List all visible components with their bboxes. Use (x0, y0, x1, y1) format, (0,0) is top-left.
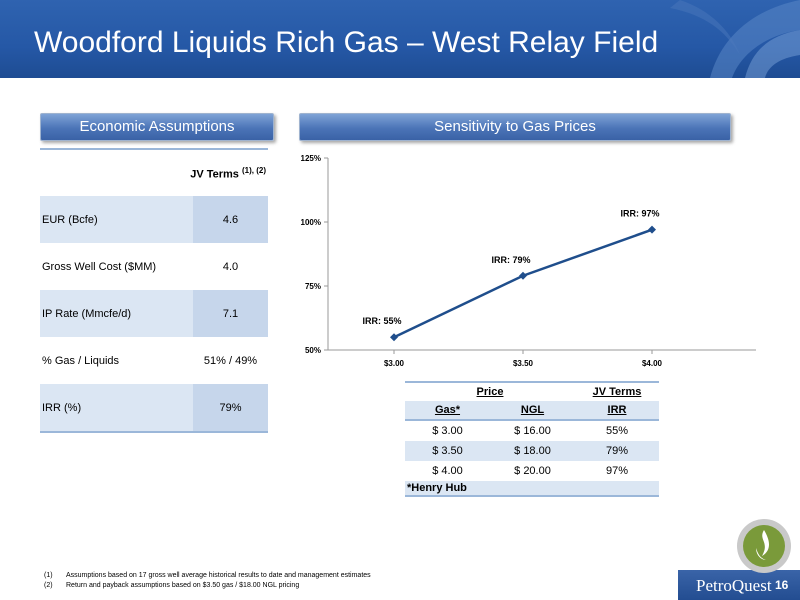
row-label: EUR (Bcfe) (42, 213, 98, 226)
y-tick-label: 75% (305, 282, 321, 291)
flame-logo-icon (737, 519, 791, 573)
cell-irr: 79% (605, 445, 629, 457)
logo-swoosh-icon (670, 0, 800, 78)
table-row: Gross Well Cost ($MM) 4.0 (40, 243, 268, 290)
table-row: EUR (Bcfe) 4.6 (40, 196, 268, 243)
col-gas: Gas* (434, 404, 461, 416)
page-number: 16 (775, 578, 789, 592)
cell-ngl: $ 16.00 (514, 425, 551, 437)
data-point (648, 225, 656, 234)
sensitivity-header: Sensitivity to Gas Prices (299, 113, 731, 141)
jv-terms-group-header: JV Terms (592, 386, 642, 398)
table-note-row: *Henry Hub (405, 481, 659, 497)
col-ngl: NGL (520, 404, 545, 416)
footer-bar (678, 570, 800, 600)
cell-gas: $ 4.00 (432, 465, 463, 477)
cell-irr: 97% (605, 465, 629, 477)
table-row: $ 3.50 $ 18.00 79% (405, 441, 659, 461)
data-label: IRR: 97% (620, 209, 659, 219)
cell-gas: $ 3.00 (432, 425, 463, 437)
table-row: % Gas / Liquids 51% / 49% (40, 337, 268, 384)
row-value: 4.0 (222, 260, 239, 273)
table-row: $ 3.00 $ 16.00 55% (405, 421, 659, 441)
page-title: Woodford Liquids Rich Gas – West Relay F… (34, 26, 659, 59)
y-tick-label: 125% (301, 154, 321, 163)
cell-ngl: $ 20.00 (514, 465, 551, 477)
y-tick-label: 100% (301, 218, 321, 227)
row-value: 4.6 (193, 196, 268, 243)
economic-assumptions-header: Economic Assumptions (40, 113, 274, 141)
economic-assumptions-table: JV Terms (1), (2) EUR (Bcfe) 4.6 Gross W… (40, 148, 268, 433)
data-point (519, 271, 527, 280)
series-line (393, 228, 653, 339)
x-tick-label: $3.00 (384, 359, 405, 368)
table-row: $ 4.00 $ 20.00 97% (405, 461, 659, 481)
column-header-row: Gas* NGL IRR (405, 401, 659, 421)
company-logo-text: PetroQuest (696, 576, 772, 595)
sensitivity-table: Price JV Terms Gas* NGL IRR $ 3.00 $ 16.… (405, 381, 659, 497)
data-point (390, 333, 398, 342)
data-label: IRR: 55% (362, 316, 401, 326)
henry-hub-note: *Henry Hub (407, 482, 467, 494)
price-group-header: Price (476, 386, 504, 398)
row-label: IRR (%) (42, 401, 82, 414)
row-label: % Gas / Liquids (42, 354, 120, 367)
col-irr: IRR (607, 404, 627, 416)
table-header-row: JV Terms (1), (2) (40, 150, 268, 196)
header-bar: Woodford Liquids Rich Gas – West Relay F… (0, 0, 800, 78)
row-value: 7.1 (193, 290, 268, 337)
table-row: IP Rate (Mmcfe/d) 7.1 (40, 290, 268, 337)
footnote: (2) Return and payback assumptions based … (44, 582, 300, 589)
x-tick-label: $4.00 (642, 359, 663, 368)
sensitivity-chart: 50% 75% 100% 125% $3.00 $3.50 $4.00 IRR: 55% IRR… (301, 154, 756, 368)
footnotes: (1) Assumptions based on 17 gross well av… (44, 571, 371, 591)
row-value: 51% / 49% (203, 354, 258, 367)
cell-gas: $ 3.50 (432, 445, 463, 457)
x-tick-label: $3.50 (513, 359, 534, 368)
row-label: IP Rate (Mmcfe/d) (42, 307, 132, 320)
cell-ngl: $ 18.00 (514, 445, 551, 457)
y-tick-label: 50% (305, 346, 321, 355)
group-header-row: Price JV Terms (405, 381, 659, 401)
row-label: Gross Well Cost ($MM) (42, 260, 157, 273)
cell-irr: 55% (605, 425, 629, 437)
jv-terms-header: JV Terms (1), (2) (190, 165, 266, 181)
footnote: (1) Assumptions based on 17 gross well av… (44, 572, 371, 579)
data-label: IRR: 79% (491, 255, 530, 265)
table-row: IRR (%) 79% (40, 384, 268, 431)
row-value: 79% (193, 384, 268, 431)
